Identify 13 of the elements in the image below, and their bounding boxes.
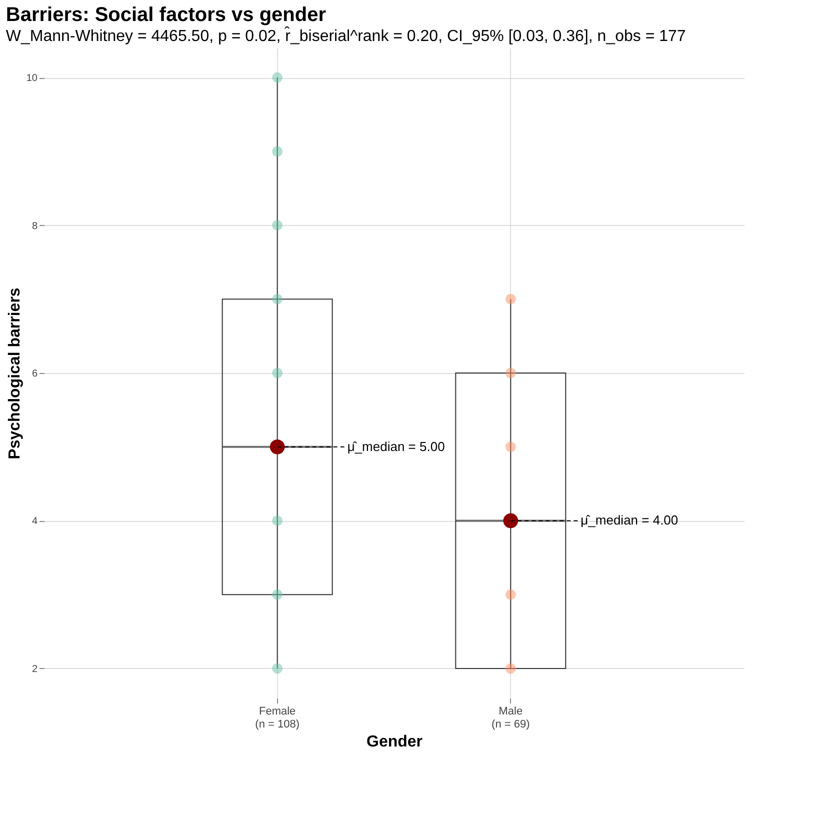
y-tick-label: 8 (32, 220, 38, 232)
x-axis-title: Gender (366, 734, 423, 750)
y-tick-label: 4 (32, 516, 38, 528)
chart-subtitle: W_Mann-Whitney = 4465.50, p = 0.02, r̂_biserial^rank = 0.20, CI_95% [0.03, 0.36], n_obs = 177 (6, 26, 686, 45)
y-tick-label: 10 (26, 73, 38, 84)
x-tick-label: Male (n = 69) (492, 706, 530, 730)
y-tick-label: 2 (32, 664, 38, 675)
annotation: μ̂_median = 4.00 (580, 512, 678, 528)
y-axis-title: Psychological barriers (6, 288, 24, 460)
x-tick-label: Female (n = 108) (255, 706, 300, 730)
annotation: μ̂_median = 5.00 (347, 438, 445, 454)
y-tick-label: 6 (32, 368, 38, 380)
chart-title: Barriers: Social factors vs gender (6, 4, 326, 26)
